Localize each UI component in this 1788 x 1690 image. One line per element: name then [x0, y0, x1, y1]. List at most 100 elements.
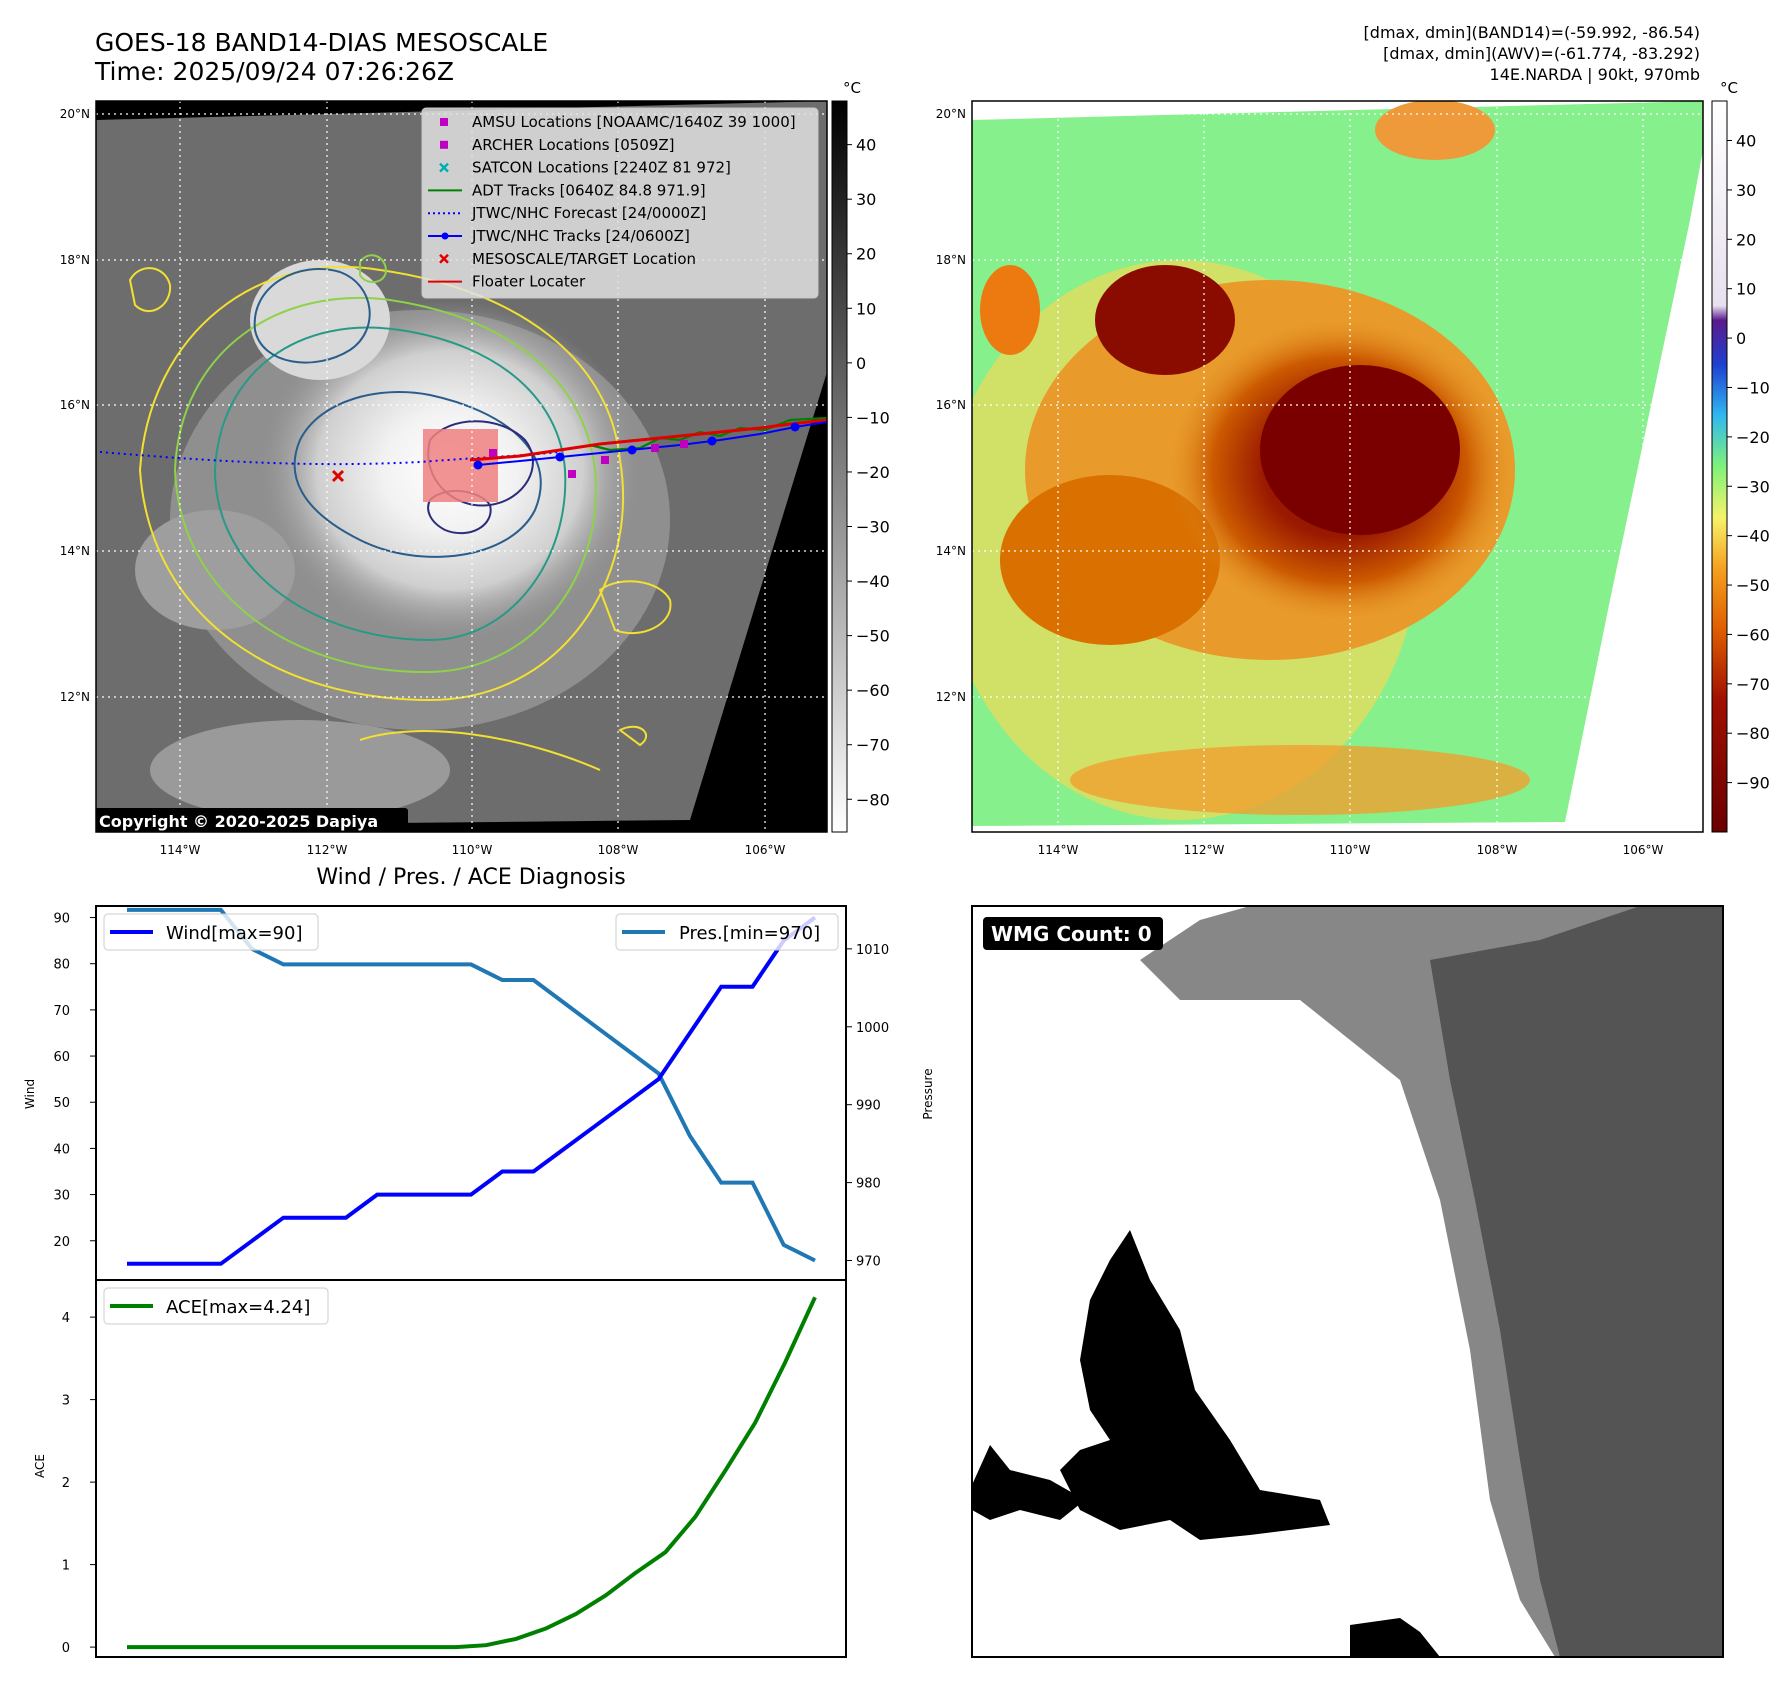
left-lon-tick-label: 112°W	[307, 843, 348, 857]
left-lat-tick-label: 14°N	[60, 544, 90, 558]
left-lat-tick-label: 20°N	[60, 107, 90, 121]
ace-axis-label: ACE	[33, 1454, 47, 1478]
legend-label: AMSU Locations [NOAAMC/1640Z 39 1000]	[472, 113, 796, 131]
floater-box	[423, 429, 498, 502]
right-colorbar-tick-label: 0	[1736, 329, 1746, 348]
legend-label: Floater Locater	[472, 273, 586, 291]
legend-marker	[439, 253, 449, 264]
right-colorbar-tick-label: −60	[1736, 625, 1770, 644]
right-colorbar-tick-label: −70	[1736, 675, 1770, 694]
jtwc-track-points	[473, 422, 800, 470]
right-lon-tick-label: 114°W	[1038, 843, 1079, 857]
legend-label: SATCON Locations [2240Z 81 972]	[472, 159, 731, 177]
right-lon-tick-label: 110°W	[1330, 843, 1371, 857]
copyright-text: Copyright © 2020-2025 Dapiya	[99, 812, 378, 831]
legend-label: JTWC/NHC Tracks [24/0600Z]	[471, 227, 690, 245]
left-lon-tick-label: 106°W	[745, 843, 786, 857]
wind-axis-tick-label: 90	[53, 912, 70, 927]
right-lat-tick-label: 20°N	[936, 107, 966, 121]
pressure-legend-label: Pres.[min=970]	[679, 923, 820, 944]
diagnosis-title: Wind / Pres. / ACE Diagnosis	[316, 865, 625, 890]
ace-axis-tick-label: 2	[62, 1476, 70, 1491]
mesoscale-target-marker	[331, 469, 345, 483]
left-colorbar-tick-label: 10	[856, 299, 876, 318]
right-satellite-map: 20°N 18°N 16°N 14°N 12°N 114°W 112°W 110°W 108°…	[936, 79, 1770, 857]
right-map-frame	[971, 100, 1704, 833]
left-colorbar-tick-label: −20	[856, 463, 890, 482]
right-lon-tick-label: 112°W	[1184, 843, 1225, 857]
right-colorbar-tick-label: −50	[1736, 576, 1770, 595]
left-colorbar-tick-label: 30	[856, 190, 876, 209]
legend-marker	[440, 140, 448, 149]
wmg-frame	[971, 905, 1724, 1658]
wind-axis-tick-label: 80	[53, 958, 70, 973]
wmg-black-region	[1060, 1230, 1330, 1540]
info-awv-range: [dmax, dmin](AWV)=(-61.774, -83.292)	[1383, 44, 1700, 63]
legend-marker	[439, 162, 449, 173]
floater-track	[469, 418, 827, 462]
wmg-white-gap	[1180, 1120, 1555, 1657]
wind-axis-tick-label: 50	[53, 1096, 70, 1111]
left-lat-tick-label: 18°N	[60, 253, 90, 267]
legend-label: JTWC/NHC Forecast [24/0000Z]	[471, 204, 706, 222]
legend-marker	[441, 232, 449, 240]
wmg-count-label: WMG Count: 0	[991, 922, 1152, 946]
wind-axis-tick-label: 40	[53, 1142, 70, 1157]
wmg-dark-gray-region	[1430, 906, 1723, 1657]
wmg-count-badge: WMG Count: 0	[983, 917, 1163, 950]
ace-legend-label: ACE[max=4.24]	[166, 1297, 310, 1318]
right-colorbar-tick-label: 40	[1736, 132, 1756, 151]
left-lon-tick-label: 108°W	[598, 843, 639, 857]
right-lat-tick-label: 18°N	[936, 253, 966, 267]
pressure-axis-tick-label: 990	[856, 1099, 881, 1114]
ace-legend: ACE[max=4.24]	[103, 1287, 329, 1325]
right-rainband	[1070, 745, 1530, 815]
legend-marker	[440, 118, 448, 126]
right-colorbar-tick-label: −10	[1736, 378, 1770, 397]
info-band14-range: [dmax, dmin](BAND14)=(-59.992, -86.54)	[1364, 23, 1700, 42]
left-lat-tick-label: 16°N	[60, 398, 90, 412]
wind-series-line	[127, 915, 817, 1266]
right-colorbar-unit: °C	[1720, 79, 1738, 97]
legend-label: ARCHER Locations [0509Z]	[472, 136, 675, 154]
right-cloud-cell	[1095, 265, 1235, 375]
right-colorbar-tick-label: −80	[1736, 724, 1770, 743]
left-colorbar-tick-label: 0	[856, 354, 866, 373]
left-colorbar-tick-label: 20	[856, 245, 876, 264]
left-lon-tick-label: 110°W	[452, 843, 493, 857]
right-eyewall	[1260, 365, 1460, 535]
left-colorbar-tick-label: −70	[856, 736, 890, 755]
legend-box	[421, 107, 819, 299]
pressure-axis-tick-label: 1000	[856, 1021, 889, 1036]
ace-axis-tick-label: 4	[62, 1311, 70, 1326]
wind-legend-label: Wind[max=90]	[166, 923, 303, 944]
wmg-black-region-west	[972, 1445, 1085, 1520]
right-cloud-top	[1375, 101, 1495, 160]
left-colorbar-tick-label: −10	[856, 408, 890, 427]
ace-axis-tick-label: 1	[62, 1559, 70, 1574]
wmg-black-region-south	[1350, 1618, 1440, 1657]
copyright-badge: Copyright © 2020-2025 Dapiya	[96, 808, 408, 832]
left-colorbar	[831, 100, 848, 833]
right-map-gridlines	[972, 101, 1703, 832]
pressure-axis-tick-label: 980	[856, 1177, 881, 1192]
ace-axis-tick-label: 3	[62, 1394, 70, 1409]
right-cloud-band	[1000, 475, 1220, 645]
wind-legend: Wind[max=90]	[103, 913, 319, 951]
left-lon-tick-label: 114°W	[160, 843, 201, 857]
ace-series-line	[127, 1296, 817, 1650]
left-colorbar-tick-label: −60	[856, 681, 890, 700]
left-colorbar-tick-label: −40	[856, 572, 890, 591]
left-colorbar-unit: °C	[843, 79, 861, 97]
left-cloud-band	[135, 510, 295, 630]
wind-axis-label: Wind	[23, 1079, 37, 1109]
right-colorbar-tick-label: 10	[1736, 280, 1756, 299]
right-lon-tick-label: 108°W	[1477, 843, 1518, 857]
wmg-panel: WMG Count: 0	[971, 905, 1724, 1658]
ace-panel: 0 1 2 3 4 ACE ACE[max=4.24]	[33, 1279, 847, 1658]
left-rainband	[150, 720, 450, 820]
right-colorbar-tick-label: −40	[1736, 527, 1770, 546]
pressure-legend: Pres.[min=970]	[615, 913, 839, 951]
